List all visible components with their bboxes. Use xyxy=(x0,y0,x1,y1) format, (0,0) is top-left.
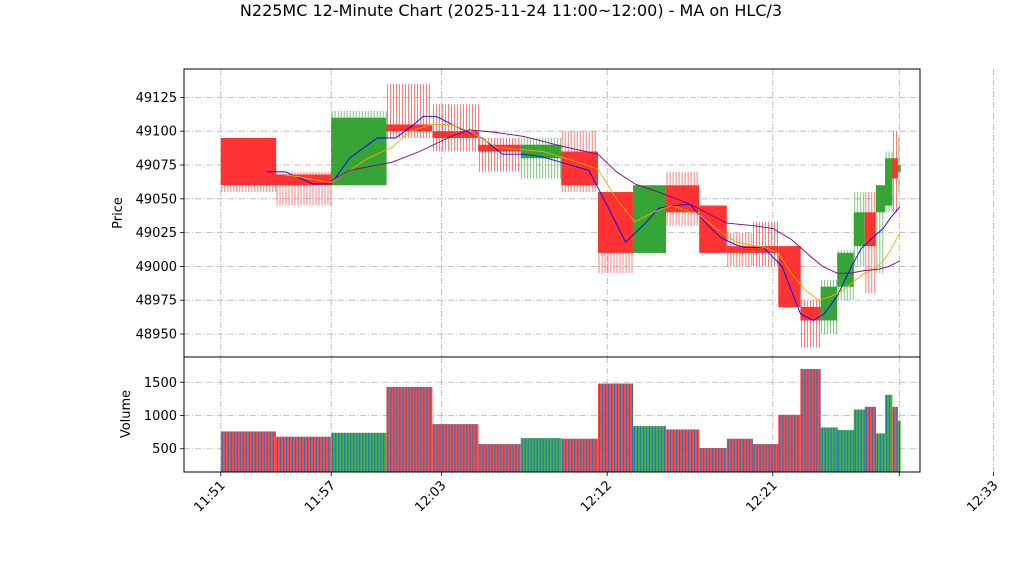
volume-bar xyxy=(864,406,876,472)
time-tick-label: 12:12 xyxy=(578,478,615,515)
volume-tick-label: 1000 xyxy=(144,409,177,424)
price-tick-label: 49100 xyxy=(136,125,177,140)
candle-body xyxy=(778,246,801,307)
price-tick-label: 49025 xyxy=(136,226,177,241)
time-tick-label: 12:21 xyxy=(744,478,781,515)
price-tick-label: 49125 xyxy=(136,91,177,106)
candle-body xyxy=(897,165,901,172)
price-tick-label: 49000 xyxy=(136,260,177,275)
candle-body xyxy=(220,137,276,186)
volume-bar xyxy=(561,438,598,472)
candle-wicks xyxy=(221,83,900,348)
volume-bar xyxy=(853,409,865,472)
price-tick-label: 48975 xyxy=(136,294,177,309)
price-tick-label: 48950 xyxy=(136,328,177,343)
time-tick-label: 11:57 xyxy=(302,478,339,515)
volume-tick-label: 500 xyxy=(152,442,177,457)
candle-body xyxy=(853,212,865,247)
moving-average-line xyxy=(266,115,901,322)
volume-bars xyxy=(220,368,901,472)
volume-bar xyxy=(478,444,521,472)
volume-bar xyxy=(892,406,898,472)
candle-body xyxy=(800,306,821,321)
candle-body xyxy=(478,144,521,152)
moving-average-line xyxy=(285,123,901,301)
candle-body xyxy=(666,185,700,213)
volume-bar xyxy=(820,427,838,472)
volume-bar xyxy=(837,430,854,472)
candle-body xyxy=(820,286,838,321)
candle-body xyxy=(885,158,893,206)
volume-tick-label: 1500 xyxy=(144,376,177,391)
moving-average-lines xyxy=(266,115,901,322)
volume-bar xyxy=(726,438,753,472)
chart-title: N225MC 12-Minute Chart (2025-11-24 11:00… xyxy=(239,1,783,20)
volume-axis-label: Volume xyxy=(119,390,134,438)
price-tick-label: 49050 xyxy=(136,192,177,207)
volume-panel-frame xyxy=(183,356,921,473)
candle-body xyxy=(561,151,598,186)
candle-bodies xyxy=(220,117,901,321)
axes-frames xyxy=(183,68,921,473)
time-tick-label: 12:03 xyxy=(412,478,449,515)
price-tick-label: 49075 xyxy=(136,159,177,174)
time-tick-label: 12:33 xyxy=(964,478,1001,515)
volume-bar xyxy=(598,383,633,472)
moving-average-line xyxy=(330,129,900,274)
time-tick-label: 11:51 xyxy=(192,478,229,515)
volume-bar xyxy=(752,444,779,472)
candle-body xyxy=(864,212,876,247)
candle-body xyxy=(875,185,886,213)
candle-body xyxy=(892,158,898,179)
candle-body xyxy=(726,246,753,253)
candle-body xyxy=(837,252,854,287)
volume-bar xyxy=(885,394,893,472)
price-axis-label: Price xyxy=(111,197,126,229)
volume-bar xyxy=(520,438,562,472)
candle-body xyxy=(699,205,727,253)
